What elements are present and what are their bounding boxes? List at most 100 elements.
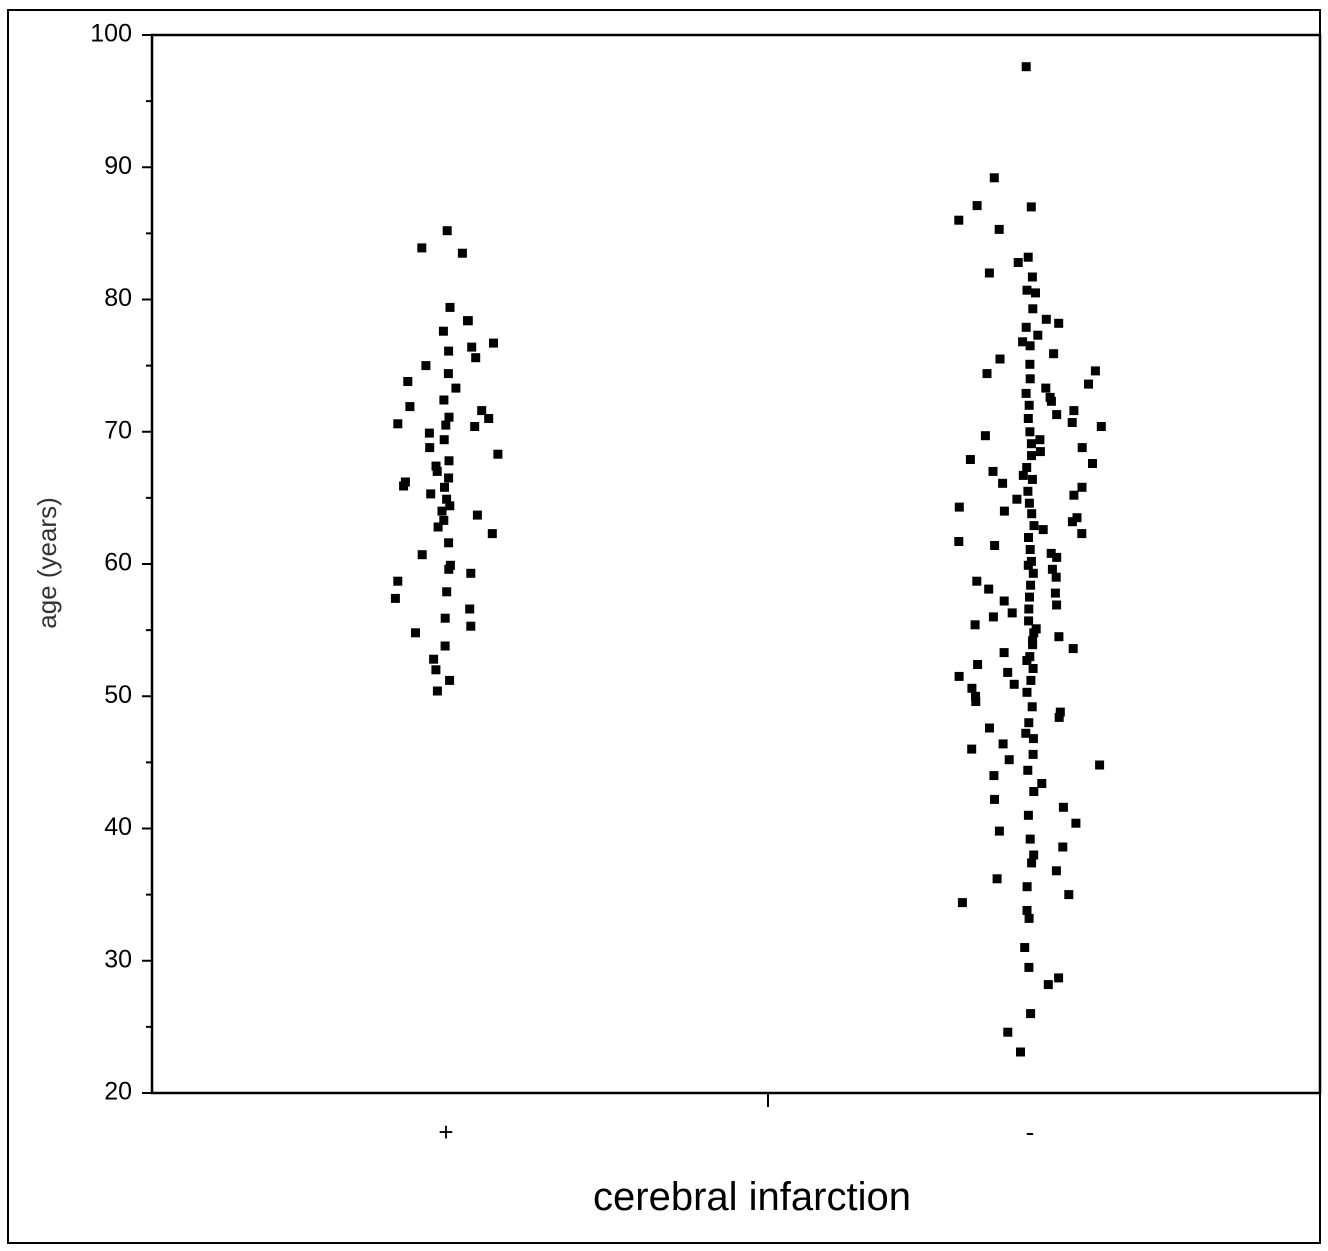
data-point (1052, 552, 1062, 562)
y-axis: 20 30 40 50 60 70 80 90 100 (90, 20, 152, 1106)
data-point (1028, 640, 1038, 650)
data-point (992, 874, 1002, 884)
data-point (432, 466, 442, 476)
data-point (432, 686, 442, 696)
data-point (467, 342, 477, 352)
data-point (973, 660, 983, 669)
data-point (1029, 521, 1039, 531)
data-point (1024, 400, 1034, 410)
data-point (1026, 580, 1036, 590)
data-point (1026, 675, 1036, 685)
data-point (421, 361, 431, 371)
data-points (390, 62, 1106, 1057)
data-point (1022, 906, 1032, 915)
data-point (1003, 1027, 1013, 1037)
data-point (1050, 588, 1060, 598)
data-point (1022, 463, 1032, 472)
data-point (1007, 608, 1017, 618)
data-point (1025, 592, 1034, 602)
data-point (971, 697, 981, 706)
data-point (971, 691, 980, 701)
data-point (424, 428, 434, 438)
data-point (1003, 667, 1013, 677)
data-point (1069, 406, 1079, 416)
data-point (990, 794, 999, 804)
data-point (980, 431, 990, 441)
data-point (463, 316, 472, 326)
data-point (1071, 818, 1081, 828)
data-point (442, 494, 452, 504)
data-point (444, 473, 454, 483)
data-point (417, 550, 427, 560)
data-point (1077, 482, 1087, 492)
data-point (431, 461, 441, 471)
data-point (954, 537, 964, 546)
data-point (1027, 272, 1037, 282)
data-point (1026, 439, 1036, 449)
data-point (1023, 414, 1033, 423)
data-point (1024, 616, 1034, 626)
data-point (444, 412, 454, 422)
data-point (411, 628, 420, 638)
data-point (444, 456, 454, 466)
data-point (1077, 443, 1087, 453)
data-point (442, 226, 452, 236)
data-point (433, 522, 443, 532)
data-point (1067, 418, 1077, 427)
data-point (440, 482, 449, 492)
data-point (985, 723, 994, 733)
data-point (405, 402, 415, 412)
data-point (1004, 755, 1014, 765)
data-point (1025, 427, 1035, 437)
data-point (1068, 644, 1078, 654)
data-point (1012, 494, 1022, 504)
data-point (1023, 765, 1033, 775)
data-point (1096, 422, 1106, 431)
data-point (1041, 314, 1051, 324)
data-point (1049, 349, 1059, 359)
x-tick-label: - (1026, 1117, 1035, 1147)
data-point (1058, 842, 1068, 852)
data-point (403, 377, 413, 386)
data-point (1027, 509, 1037, 519)
data-point (1021, 62, 1031, 72)
data-point (989, 771, 999, 781)
data-point (972, 201, 982, 211)
data-point (1067, 517, 1077, 527)
data-point (439, 515, 449, 525)
data-point (431, 665, 441, 675)
data-point (1029, 787, 1039, 796)
y-tick-label: 80 (104, 284, 132, 312)
data-point (484, 414, 494, 423)
data-point (1043, 980, 1053, 990)
data-point (1020, 943, 1030, 952)
data-point (1018, 470, 1028, 480)
data-point (1095, 760, 1105, 770)
y-tick-label: 100 (90, 20, 132, 48)
data-point (487, 529, 497, 539)
data-point (1021, 322, 1031, 332)
data-point (429, 654, 439, 664)
data-point (442, 587, 452, 597)
data-point (1025, 545, 1035, 554)
data-point (493, 449, 503, 459)
y-tick-label: 60 (104, 549, 132, 577)
data-point (1090, 366, 1100, 376)
data-point (439, 435, 449, 445)
data-point (990, 541, 1000, 550)
data-point (999, 506, 1009, 516)
data-point (1027, 451, 1036, 461)
data-point (1052, 600, 1062, 610)
data-point (984, 268, 994, 278)
data-point (1054, 632, 1064, 642)
data-point (1037, 779, 1047, 788)
data-point (1022, 687, 1032, 697)
data-point (1023, 810, 1033, 820)
figure-frame (7, 9, 1321, 1244)
data-point (1064, 890, 1074, 900)
data-point (1024, 498, 1034, 508)
data-point (393, 419, 403, 429)
data-point (1046, 548, 1056, 558)
data-point (994, 826, 1004, 836)
